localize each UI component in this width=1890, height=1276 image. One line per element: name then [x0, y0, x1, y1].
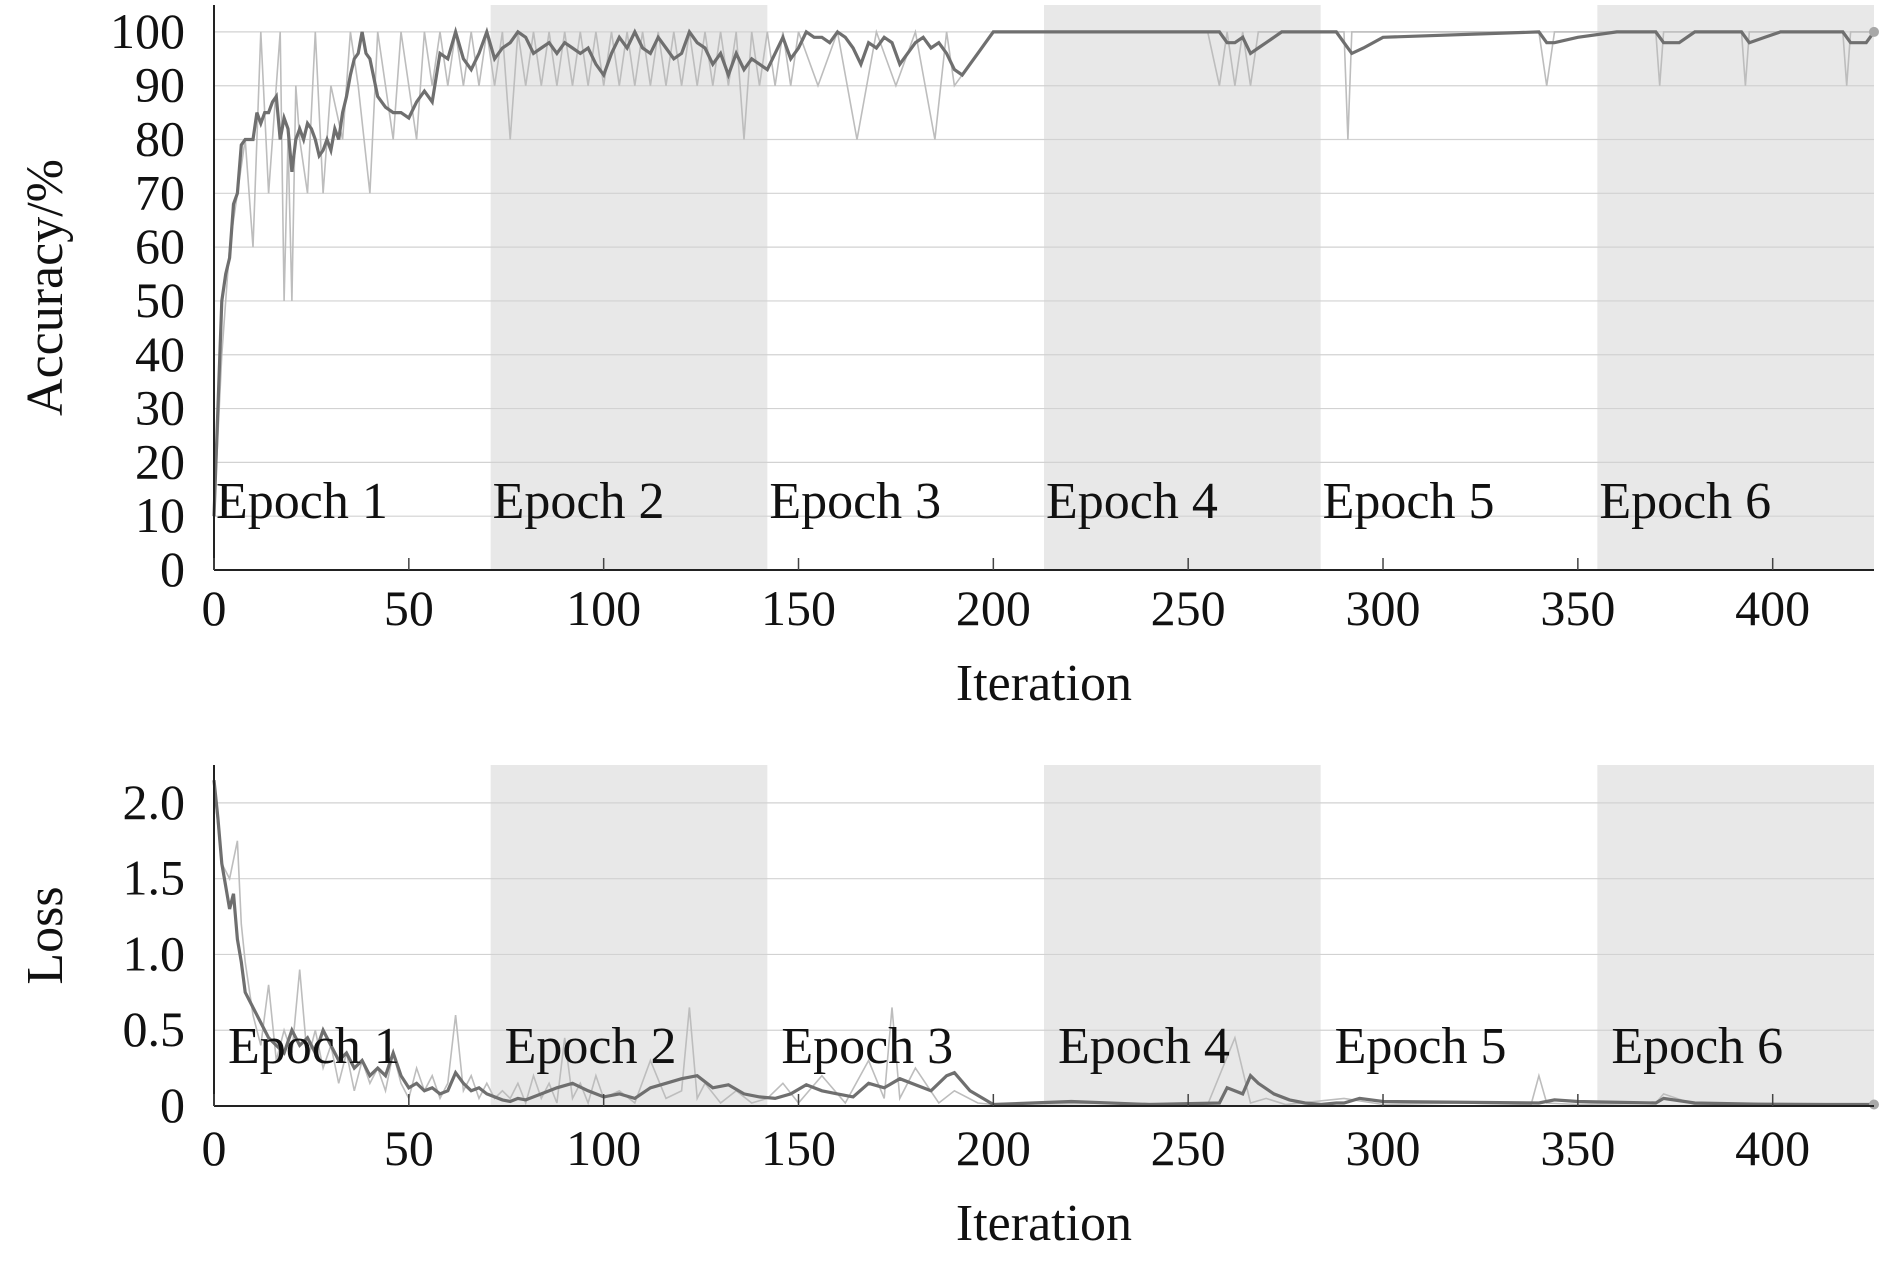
loss-series-smoothed: [212, 780, 1874, 1107]
loss-y-tick-label-4: 2.0: [123, 774, 186, 830]
accuracy-panel: 0 50 100 150 200 250 300 350 4000102030405060708…: [17, 3, 1879, 712]
accuracy-epoch-label-2: Epoch 2: [493, 473, 665, 530]
accuracy-epoch-label-6: Epoch 6: [1599, 473, 1771, 530]
loss-y-axis-title: Loss: [17, 886, 74, 984]
loss-x-tick-label-4: 200: [956, 1120, 1031, 1176]
loss-x-tick-label-0: 0: [202, 1120, 227, 1176]
accuracy-x-tick-label-6: 300: [1346, 580, 1421, 636]
accuracy-x-tick-label-1: 50: [384, 580, 434, 636]
accuracy-y-tick-label-5: 50: [135, 272, 185, 328]
loss-epoch-label-1: Epoch 1: [228, 1018, 400, 1075]
accuracy-x-axis-title: Iteration: [956, 655, 1132, 712]
accuracy-epoch-band-2: [490, 5, 768, 570]
accuracy-epoch-label-5: Epoch 5: [1323, 473, 1495, 530]
accuracy-y-tick-label-7: 70: [135, 164, 185, 220]
accuracy-y-tick-label-2: 20: [135, 433, 185, 489]
loss-x-tick-label-6: 300: [1346, 1120, 1421, 1176]
loss-epoch-label-4: Epoch 4: [1058, 1018, 1230, 1075]
loss-x-tick-label-1: 50: [384, 1120, 434, 1176]
loss-x-tick-label-8: 400: [1735, 1120, 1810, 1176]
accuracy-epoch-label-1: Epoch 1: [216, 473, 388, 530]
loss-panel: 0 50 100 150 200 250 300 350 400 0 0.5 1.0 1.5 2.0 Ite…: [17, 765, 1879, 1252]
accuracy-epoch-label-4: Epoch 4: [1046, 473, 1218, 530]
loss-end-marker: [1869, 1099, 1879, 1110]
loss-epoch-band-2: [490, 765, 768, 1106]
accuracy-y-tick-label-1: 10: [135, 487, 185, 543]
accuracy-x-tick-label-5: 250: [1151, 580, 1226, 636]
loss-x-tick-label-7: 350: [1540, 1120, 1615, 1176]
loss-y-tick-label-0: 0: [160, 1077, 185, 1133]
loss-x-tick-label-3: 150: [761, 1120, 836, 1176]
accuracy-x-tick-label-0: 0: [202, 580, 227, 636]
accuracy-y-tick-label-9: 90: [135, 57, 185, 113]
accuracy-series-smoothed: [212, 26, 1876, 517]
accuracy-epoch-band-6: [1597, 5, 1874, 570]
accuracy-y-tick-label-0: 0: [160, 541, 185, 597]
accuracy-y-tick-label-10: 100: [110, 3, 185, 59]
accuracy-x-tick-label-8: 400: [1735, 580, 1810, 636]
loss-epoch-label-2: Epoch 2: [505, 1018, 677, 1075]
accuracy-y-axis-title: Accuracy/%: [17, 159, 74, 416]
loss-epoch-label-5: Epoch 5: [1335, 1018, 1507, 1075]
loss-x-tick-label-5: 250: [1151, 1120, 1226, 1176]
accuracy-x-tick-label-3: 150: [761, 580, 836, 636]
loss-y-tick-label-1: 0.5: [123, 1001, 186, 1057]
loss-x-axis-title: Iteration: [956, 1195, 1132, 1252]
loss-y-tick-label-2: 1.0: [123, 925, 186, 981]
accuracy-y-tick-label-4: 40: [135, 326, 185, 382]
accuracy-epoch-label-3: Epoch 3: [769, 473, 941, 530]
accuracy-x-tick-label-4: 200: [956, 580, 1031, 636]
accuracy-x-tick-label-2: 100: [566, 580, 641, 636]
loss-series-raw: [213, 787, 1875, 1106]
accuracy-y-tick-label-6: 60: [135, 218, 185, 274]
accuracy-end-marker: [1869, 26, 1879, 37]
loss-x-tick-label-2: 100: [566, 1120, 641, 1176]
accuracy-y-tick-label-8: 80: [135, 111, 185, 167]
loss-epoch-band-4: [1044, 765, 1321, 1106]
loss-epoch-label-6: Epoch 6: [1611, 1018, 1783, 1075]
accuracy-epoch-band-4: [1044, 5, 1321, 570]
loss-y-tick-label-3: 1.5: [123, 850, 186, 906]
accuracy-y-tick-label-3: 30: [135, 380, 185, 436]
accuracy-x-tick-label-7: 350: [1540, 580, 1615, 636]
loss-epoch-band-6: [1597, 765, 1874, 1106]
loss-epoch-label-3: Epoch 3: [781, 1018, 953, 1075]
